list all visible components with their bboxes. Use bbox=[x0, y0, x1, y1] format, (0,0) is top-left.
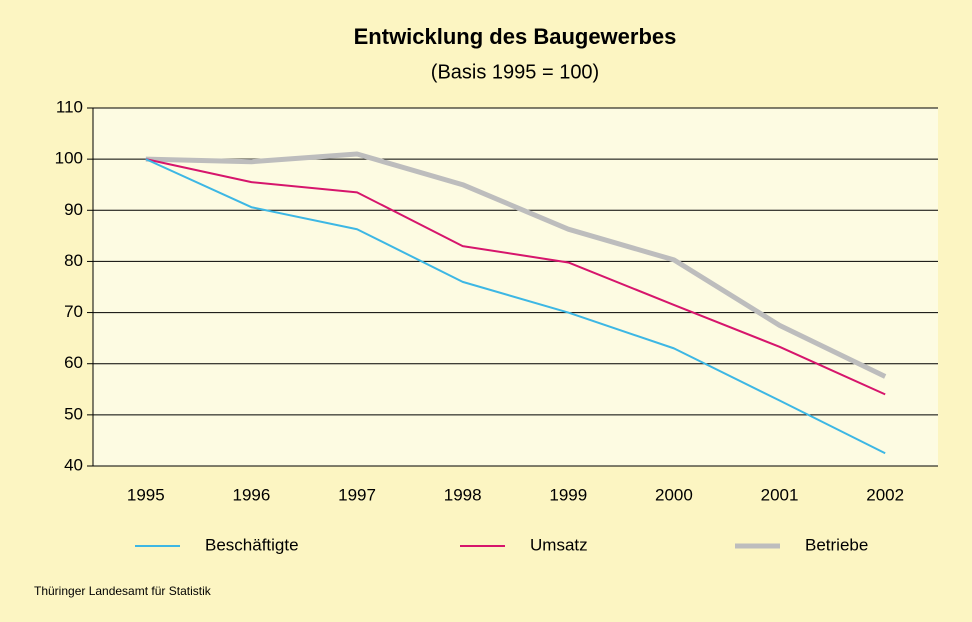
x-tick-label: 1999 bbox=[549, 485, 587, 504]
line-series bbox=[145, 151, 887, 379]
y-tick-label: 40 bbox=[64, 455, 83, 474]
legend-label: Beschäftigte bbox=[205, 535, 299, 554]
line-series bbox=[145, 158, 886, 455]
x-tick-label: 2000 bbox=[655, 485, 693, 504]
line-series bbox=[145, 158, 886, 396]
x-tick-label: 1995 bbox=[127, 485, 165, 504]
source: Thüringer Landesamt für Statistik bbox=[34, 584, 212, 598]
legend-label: Betriebe bbox=[805, 535, 868, 554]
y-tick-label: 70 bbox=[64, 302, 83, 321]
x-tick-label: 2001 bbox=[761, 485, 799, 504]
y-tick-label: 100 bbox=[55, 149, 83, 168]
x-tick-label: 1998 bbox=[444, 485, 482, 504]
x-tick-label: 2002 bbox=[866, 485, 904, 504]
x-tick-label: 1996 bbox=[233, 485, 271, 504]
y-tick-label: 110 bbox=[56, 97, 83, 116]
legend-label: Umsatz bbox=[530, 535, 588, 554]
chart-subtitle: (Basis 1995 = 100) bbox=[431, 61, 599, 83]
x-tick-label: 1997 bbox=[338, 485, 376, 504]
y-tick-label: 80 bbox=[64, 251, 83, 270]
y-tick-label: 60 bbox=[64, 353, 83, 372]
plot-area bbox=[93, 108, 938, 466]
chart-title: Entwicklung des Baugewerbes bbox=[354, 24, 677, 49]
y-tick-label: 90 bbox=[64, 200, 83, 219]
y-tick-label: 50 bbox=[64, 404, 83, 423]
